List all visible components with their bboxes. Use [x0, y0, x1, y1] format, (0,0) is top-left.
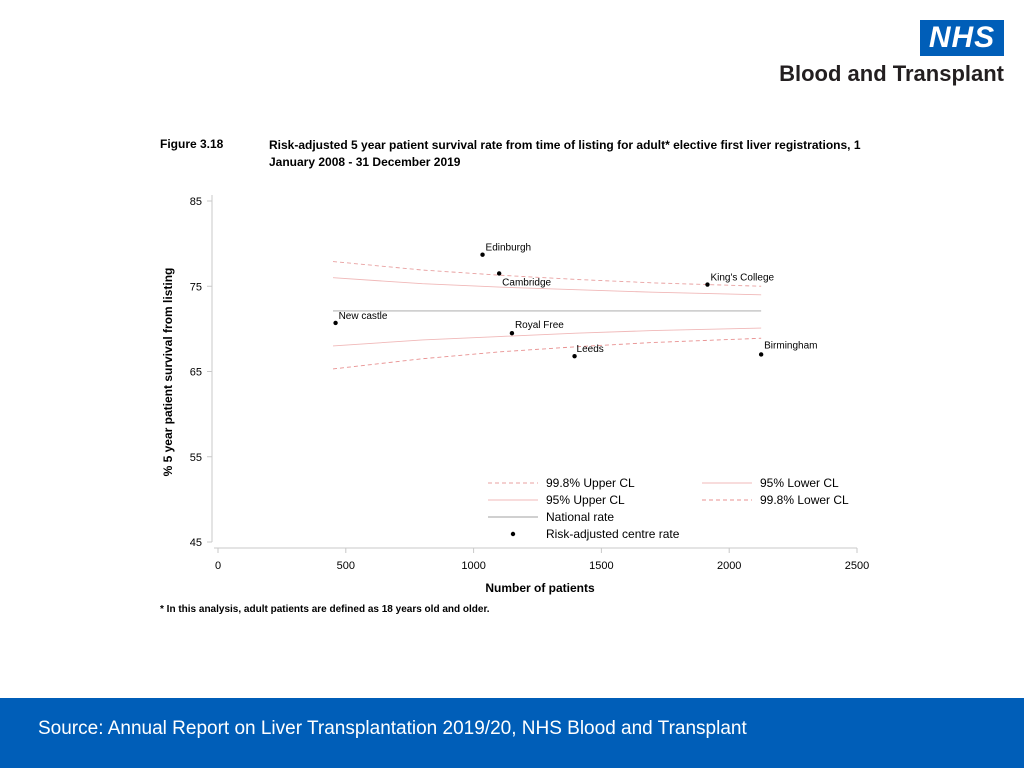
x-tick-label: 0: [215, 560, 221, 572]
centre-label: New castle: [339, 311, 388, 322]
centre-point: [572, 353, 577, 359]
org-name: Blood and Transplant: [779, 61, 1004, 86]
legend-label: Risk-adjusted centre rate: [546, 527, 680, 541]
figure-title: Risk-adjusted 5 year patient survival ra…: [269, 138, 861, 169]
x-axis-title: Number of patients: [485, 581, 595, 595]
centre-point: [496, 271, 502, 276]
series-line-95-lower-cl: [332, 327, 762, 347]
series-line-99-8-upper-cl: [332, 261, 762, 287]
y-tick-label: 75: [190, 281, 202, 293]
footnote: * In this analysis, adult patients are d…: [160, 604, 490, 615]
legend-swatch: [510, 531, 516, 537]
centre-point: [705, 282, 710, 287]
legend-label: 99.8% Upper CL: [546, 476, 635, 490]
y-tick-label: 55: [190, 452, 202, 464]
nhs-badge: NHS: [920, 20, 1004, 56]
y-tick-label: 65: [190, 367, 202, 379]
centre-label: Cambridge: [502, 277, 551, 288]
source-note: Source: Annual Report on Liver Transplan…: [38, 718, 747, 739]
centre-label: Edinburgh: [486, 243, 532, 254]
centre-point: [480, 252, 485, 257]
centre-label: Birmingham: [764, 340, 817, 351]
series-line-99-8-lower-cl: [332, 337, 762, 370]
y-tick-label: 45: [190, 537, 202, 549]
x-tick-label: 500: [337, 560, 355, 572]
survival-scatter-chart: 45 55 65 75 85 0 500 1000 1500 2000 2500 Number of …: [161, 195, 869, 595]
legend-label: 95% Lower CL: [760, 476, 839, 490]
centre-point: [758, 352, 764, 357]
legend-label: 95% Upper CL: [546, 493, 625, 507]
legend-label: National rate: [546, 510, 614, 524]
series-line-95-upper-cl: [332, 277, 762, 296]
centre-label: King's College: [710, 273, 774, 284]
centre-point: [333, 320, 338, 326]
x-tick-label: 2000: [717, 560, 741, 572]
y-axis-title: % 5 year patient survival from listing: [161, 268, 175, 477]
y-tick-label: 85: [190, 196, 202, 208]
x-tick-label: 2500: [845, 560, 869, 572]
figure-label: Figure 3.18: [160, 137, 224, 151]
centre-label: Leeds: [577, 344, 604, 355]
legend-label: 99.8% Lower CL: [760, 493, 849, 507]
x-tick-label: 1500: [589, 560, 613, 572]
x-tick-label: 1000: [461, 560, 485, 572]
centre-label: Royal Free: [515, 320, 564, 331]
footer-bar: Source: Annual Report on Liver Transplan…: [0, 698, 1024, 768]
nhsbt-logo: NHS Blood and Transplant: [764, 20, 1004, 90]
centre-point: [509, 330, 515, 336]
